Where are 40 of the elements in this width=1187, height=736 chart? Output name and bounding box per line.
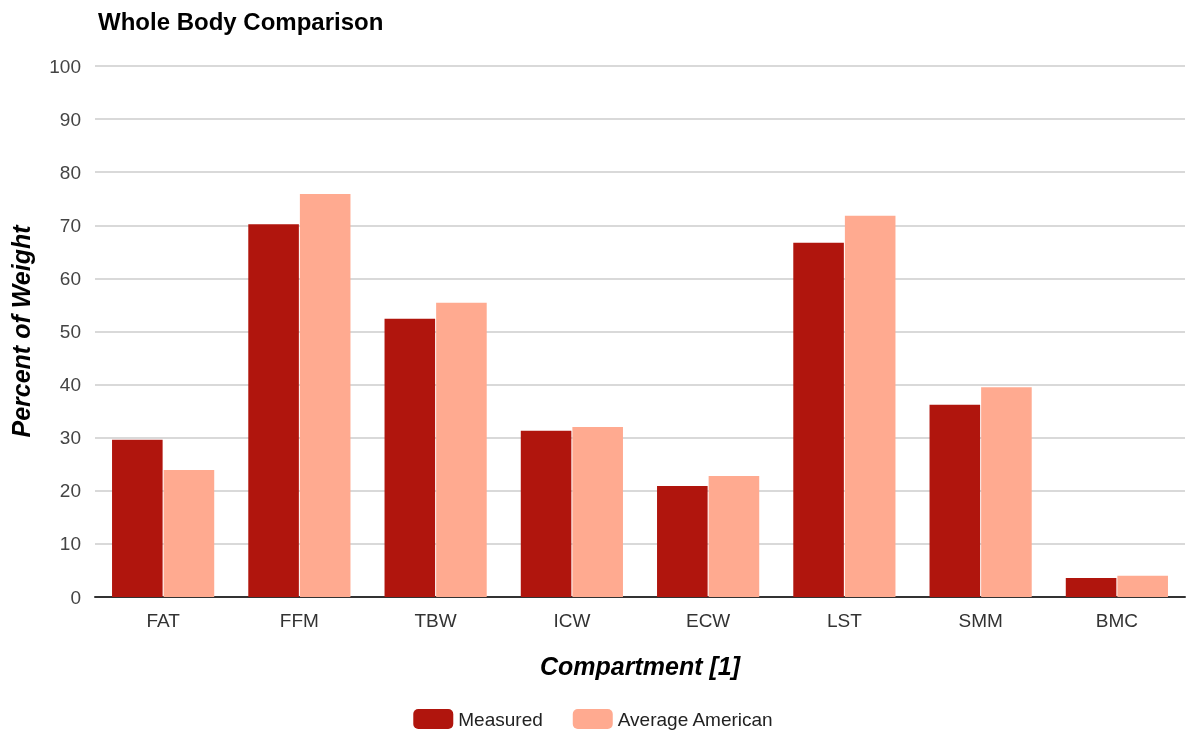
bar <box>793 242 844 597</box>
bar <box>299 193 351 597</box>
y-tick-label: 60 <box>59 267 81 289</box>
y-tick-label: 40 <box>59 374 81 396</box>
y-axis-title: Percent of Weight <box>6 223 35 438</box>
bar <box>436 302 487 597</box>
y-tick-label: 90 <box>59 108 81 130</box>
bar <box>844 215 896 597</box>
bar <box>1117 575 1168 597</box>
x-tick-label: ECW <box>685 610 731 631</box>
y-tick-label: 80 <box>59 161 81 183</box>
y-tick-label: 70 <box>59 214 81 236</box>
x-tick-label: ICW <box>553 610 591 631</box>
x-tick-label: FFM <box>279 610 319 631</box>
y-tick-label: 30 <box>59 427 81 449</box>
chart-title: Whole Body Comparison <box>98 7 384 35</box>
bar <box>657 486 708 597</box>
bar <box>112 439 163 597</box>
bar <box>520 430 572 597</box>
x-tick-label: LST <box>826 610 863 631</box>
y-tick-label: 50 <box>59 321 81 342</box>
bar <box>384 318 436 597</box>
y-tick-label: 100 <box>49 55 81 77</box>
y-tick-label: 20 <box>59 480 81 502</box>
bar <box>1065 577 1117 597</box>
bar <box>163 470 215 597</box>
bar <box>708 475 760 597</box>
bar <box>981 387 1032 597</box>
y-tick-label: 10 <box>59 533 81 555</box>
x-tick-label: FAT <box>146 610 181 631</box>
x-tick-label: TBW <box>414 610 457 631</box>
bar <box>572 427 623 597</box>
bar <box>929 404 981 597</box>
x-tick-label: SMM <box>958 610 1003 631</box>
bar <box>248 224 299 597</box>
x-axis-title: Compartment [1] <box>539 651 742 680</box>
legend-label: Measured <box>458 708 543 730</box>
legend-label: Average American <box>617 708 773 730</box>
y-tick-label: 0 <box>70 586 81 608</box>
x-tick-label: BMC <box>1095 610 1138 631</box>
